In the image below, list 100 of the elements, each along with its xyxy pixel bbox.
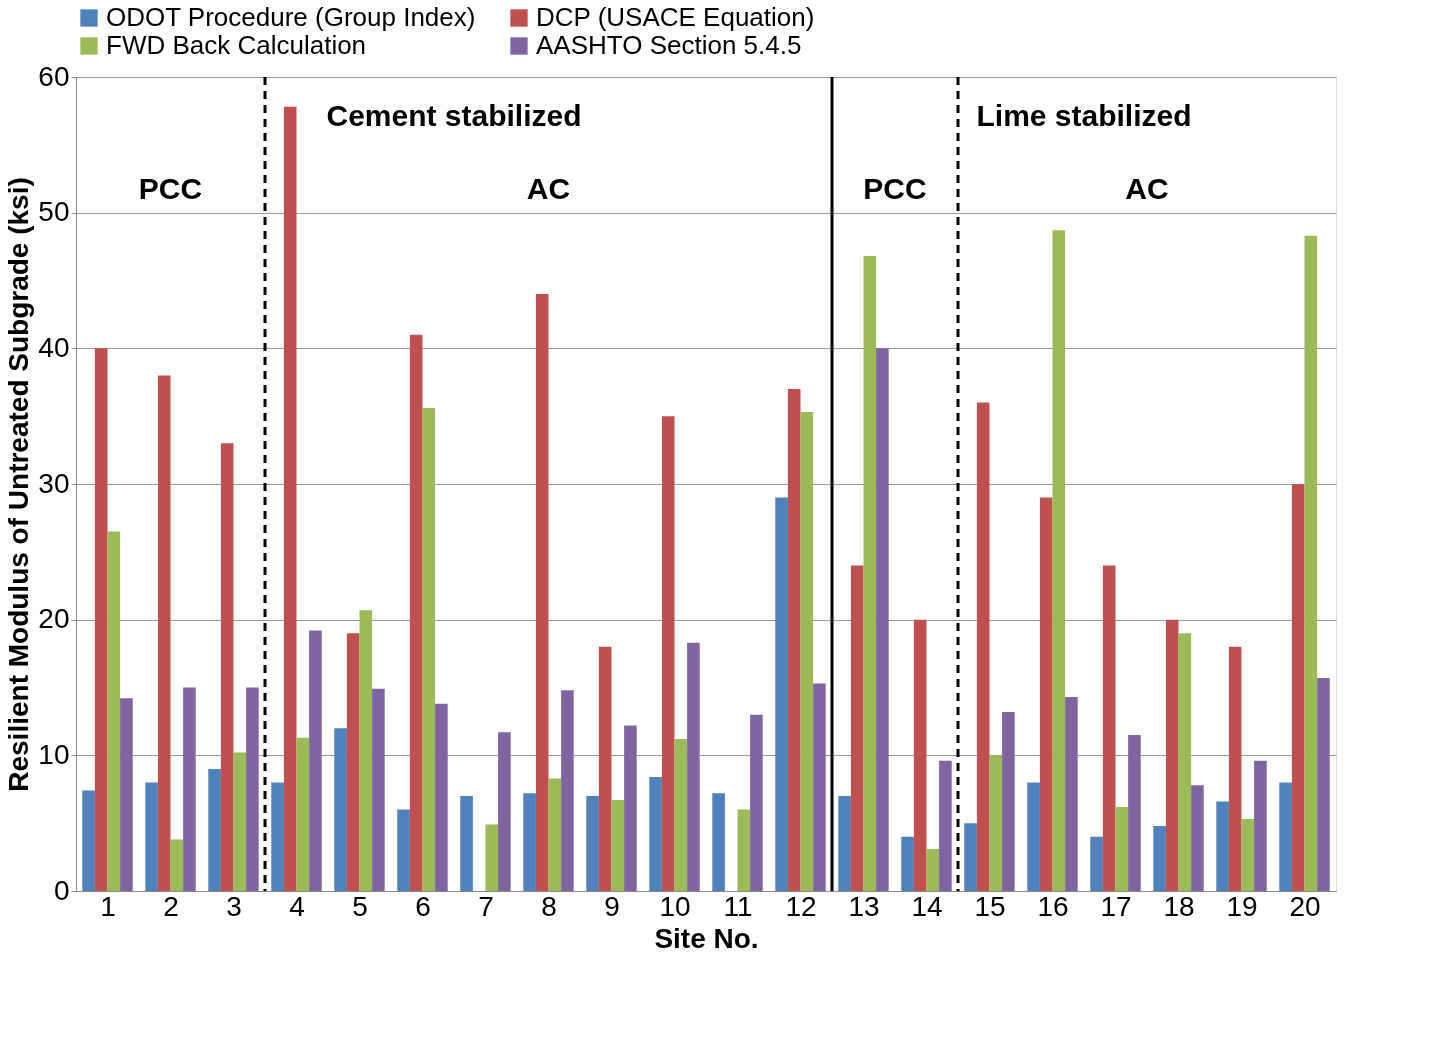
x-tick-label: 11 bbox=[723, 890, 753, 922]
bar bbox=[913, 619, 927, 891]
bar bbox=[1228, 646, 1242, 891]
bar bbox=[1191, 785, 1204, 891]
legend-label: FWD Back Calculation bbox=[106, 30, 367, 60]
bar bbox=[775, 497, 788, 891]
x-tick-label: 14 bbox=[911, 890, 943, 922]
bar bbox=[145, 782, 158, 891]
bar bbox=[712, 793, 725, 891]
x-tick-label: 3 bbox=[226, 890, 242, 922]
x-tick-label: 12 bbox=[785, 890, 817, 922]
bar bbox=[787, 389, 801, 891]
y-tick-label: 50 bbox=[38, 196, 70, 228]
x-axis-title: Site No. bbox=[654, 922, 759, 954]
x-tick-label: 7 bbox=[478, 890, 494, 922]
bar bbox=[649, 777, 662, 891]
bar bbox=[1090, 836, 1103, 891]
y-tick-label: 0 bbox=[53, 874, 70, 906]
bar bbox=[1317, 678, 1330, 891]
bar bbox=[1128, 734, 1141, 891]
x-tick-label: 8 bbox=[541, 890, 557, 922]
annotation: AC bbox=[1125, 172, 1169, 205]
bar bbox=[183, 687, 196, 891]
bar bbox=[939, 760, 952, 891]
x-tick-label: 1 bbox=[100, 890, 116, 922]
bar bbox=[926, 848, 940, 891]
bar bbox=[1002, 711, 1015, 891]
bar bbox=[1052, 230, 1066, 891]
x-tick-label: 13 bbox=[848, 890, 880, 922]
bar bbox=[737, 809, 751, 891]
bar bbox=[346, 633, 360, 891]
bar bbox=[661, 416, 675, 891]
bar bbox=[586, 796, 599, 891]
bar bbox=[359, 610, 373, 891]
x-tick-label: 5 bbox=[352, 890, 368, 922]
bar bbox=[800, 412, 814, 891]
bar bbox=[1178, 633, 1192, 891]
x-tick-label: 4 bbox=[289, 890, 305, 922]
x-tick-label: 2 bbox=[163, 890, 179, 922]
bar bbox=[561, 690, 574, 891]
y-axis-title: Resilient Modulus of Untreated Subgrade (ksi) bbox=[3, 177, 35, 792]
bar bbox=[863, 256, 877, 891]
bar bbox=[435, 703, 448, 891]
bar bbox=[838, 796, 851, 891]
bar bbox=[1304, 235, 1318, 891]
bar bbox=[422, 408, 436, 891]
bar bbox=[535, 294, 549, 891]
y-tick-label: 20 bbox=[38, 603, 70, 635]
annotation: Lime stabilized bbox=[976, 99, 1192, 132]
bar bbox=[687, 642, 700, 891]
bar bbox=[1291, 484, 1305, 891]
bar bbox=[372, 688, 385, 891]
x-tick-label: 16 bbox=[1037, 890, 1069, 922]
bar bbox=[233, 752, 247, 891]
bar bbox=[296, 737, 310, 891]
bar bbox=[850, 565, 864, 891]
x-tick-label: 10 bbox=[659, 890, 691, 922]
bar bbox=[750, 714, 763, 891]
bar bbox=[283, 106, 297, 891]
bar bbox=[1065, 697, 1078, 891]
bar bbox=[1039, 497, 1053, 891]
bar bbox=[624, 725, 637, 891]
y-tick-label: 60 bbox=[38, 60, 70, 92]
x-tick-label: 17 bbox=[1100, 890, 1132, 922]
bar bbox=[107, 531, 121, 891]
bar bbox=[208, 768, 221, 891]
bar bbox=[1216, 801, 1229, 891]
bar bbox=[82, 790, 95, 891]
legend-label: AASHTO Section 5.4.5 bbox=[536, 30, 802, 60]
bar bbox=[611, 800, 625, 891]
x-tick-label: 6 bbox=[415, 890, 431, 922]
legend-label: DCP (USACE Equation) bbox=[536, 2, 815, 32]
bar bbox=[220, 443, 234, 891]
bar bbox=[901, 836, 914, 891]
bar bbox=[94, 348, 108, 891]
bar bbox=[498, 732, 511, 891]
bar bbox=[157, 375, 171, 891]
bar bbox=[397, 809, 410, 891]
y-tick-label: 10 bbox=[38, 738, 70, 770]
x-tick-label: 15 bbox=[974, 890, 1006, 922]
bar bbox=[1153, 825, 1166, 891]
bar bbox=[1027, 782, 1040, 891]
annotation: Cement stabilized bbox=[326, 99, 582, 132]
x-tick-label: 9 bbox=[604, 890, 620, 922]
x-tick-label: 20 bbox=[1289, 890, 1321, 922]
bar bbox=[876, 348, 889, 891]
bar bbox=[246, 687, 259, 891]
bar bbox=[1165, 619, 1179, 891]
bar bbox=[976, 402, 990, 891]
bar bbox=[1279, 782, 1292, 891]
bar bbox=[598, 646, 612, 891]
x-tick-label: 19 bbox=[1226, 890, 1258, 922]
annotation: PCC bbox=[863, 172, 927, 205]
legend-label: ODOT Procedure (Group Index) bbox=[106, 2, 476, 32]
bar bbox=[1102, 565, 1116, 891]
bar bbox=[989, 755, 1003, 891]
bar bbox=[1115, 806, 1129, 891]
bar bbox=[460, 796, 473, 891]
bar bbox=[1241, 819, 1255, 891]
bar bbox=[485, 824, 499, 891]
